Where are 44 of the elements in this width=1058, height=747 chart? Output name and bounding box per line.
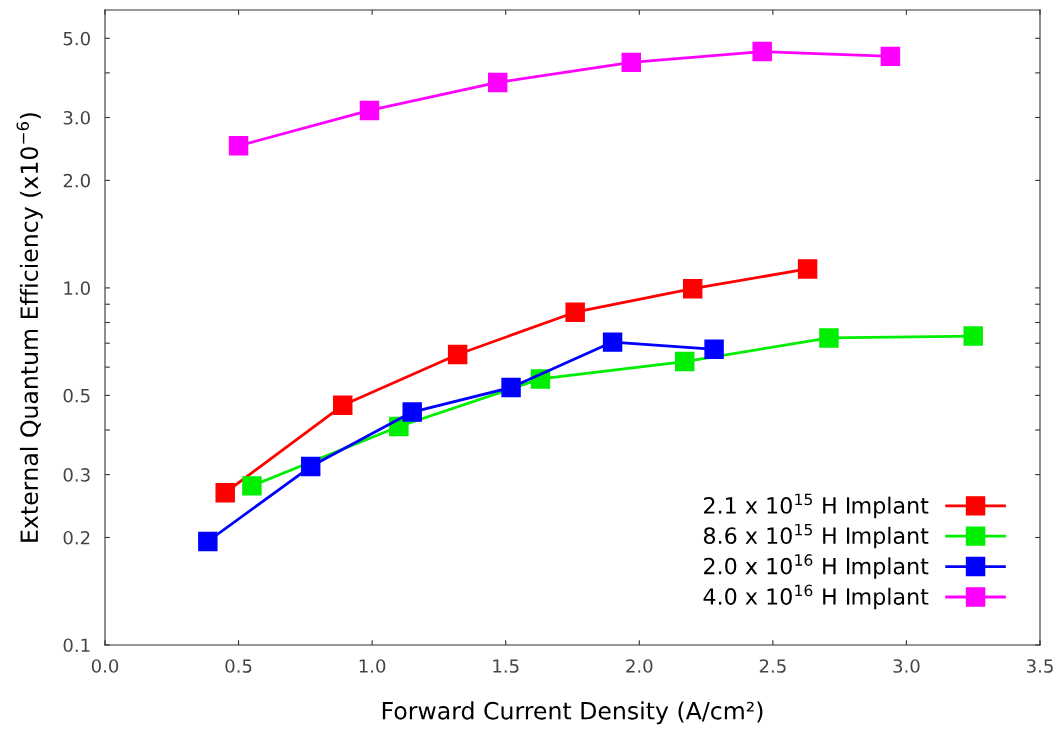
- x-tick-label: 2.5: [759, 659, 786, 673]
- x-tick-label: 2.0: [626, 659, 653, 673]
- x-tick-label: 0.0: [91, 659, 119, 673]
- point: [880, 46, 901, 67]
- legend-label: 2.1 x 10$^{15}$ H Implant: [704, 493, 929, 519]
- x-tick-label: 3.5: [1027, 659, 1053, 673]
- legend-label: 4.0 x 10$^{16}$ H Implant: [703, 584, 929, 610]
- point: [228, 136, 249, 156]
- point: [704, 339, 724, 360]
- point: [674, 351, 695, 372]
- y-tick-label: 0.1: [63, 638, 90, 653]
- point: [963, 326, 983, 346]
- point: [501, 377, 521, 398]
- point: [359, 100, 380, 121]
- point: [487, 72, 508, 93]
- x-tick-label: 0.5: [225, 659, 252, 673]
- point: [819, 328, 839, 348]
- x-tick-label: 1.0: [359, 659, 386, 673]
- y-tick-label: 2.0: [63, 173, 90, 188]
- x-tick-label: 1.5: [493, 659, 519, 673]
- y-tick-label: 0.2: [63, 530, 90, 545]
- point: [602, 332, 623, 352]
- point: [198, 531, 218, 552]
- point: [402, 402, 422, 422]
- legend-label: 2.0 x 10$^{16}$ H Implant: [704, 554, 929, 579]
- x-axis-title: Forward Current Density (A/cm²): [382, 701, 763, 725]
- y-tick-label: 1.0: [64, 281, 90, 295]
- point: [797, 259, 818, 279]
- y-tick-label: 3.0: [63, 110, 90, 125]
- y-tick-label: 5.0: [63, 31, 90, 46]
- point: [752, 41, 772, 62]
- point: [300, 456, 321, 477]
- point: [242, 476, 262, 496]
- legend-label: 8.6 x 10$^{15}$ H Implant: [703, 523, 929, 549]
- point: [565, 302, 585, 322]
- y-tick-label: 0.3: [63, 468, 90, 482]
- point: [682, 278, 703, 299]
- point: [215, 482, 235, 503]
- point: [447, 344, 468, 365]
- x-tick-label: 3.0: [893, 659, 920, 673]
- point: [333, 395, 353, 416]
- point: [621, 52, 641, 73]
- y-axis-title: External Quantum Efficiency (x10$^{−6}$): [16, 113, 43, 542]
- y-tick-label: 0.5: [63, 388, 90, 403]
